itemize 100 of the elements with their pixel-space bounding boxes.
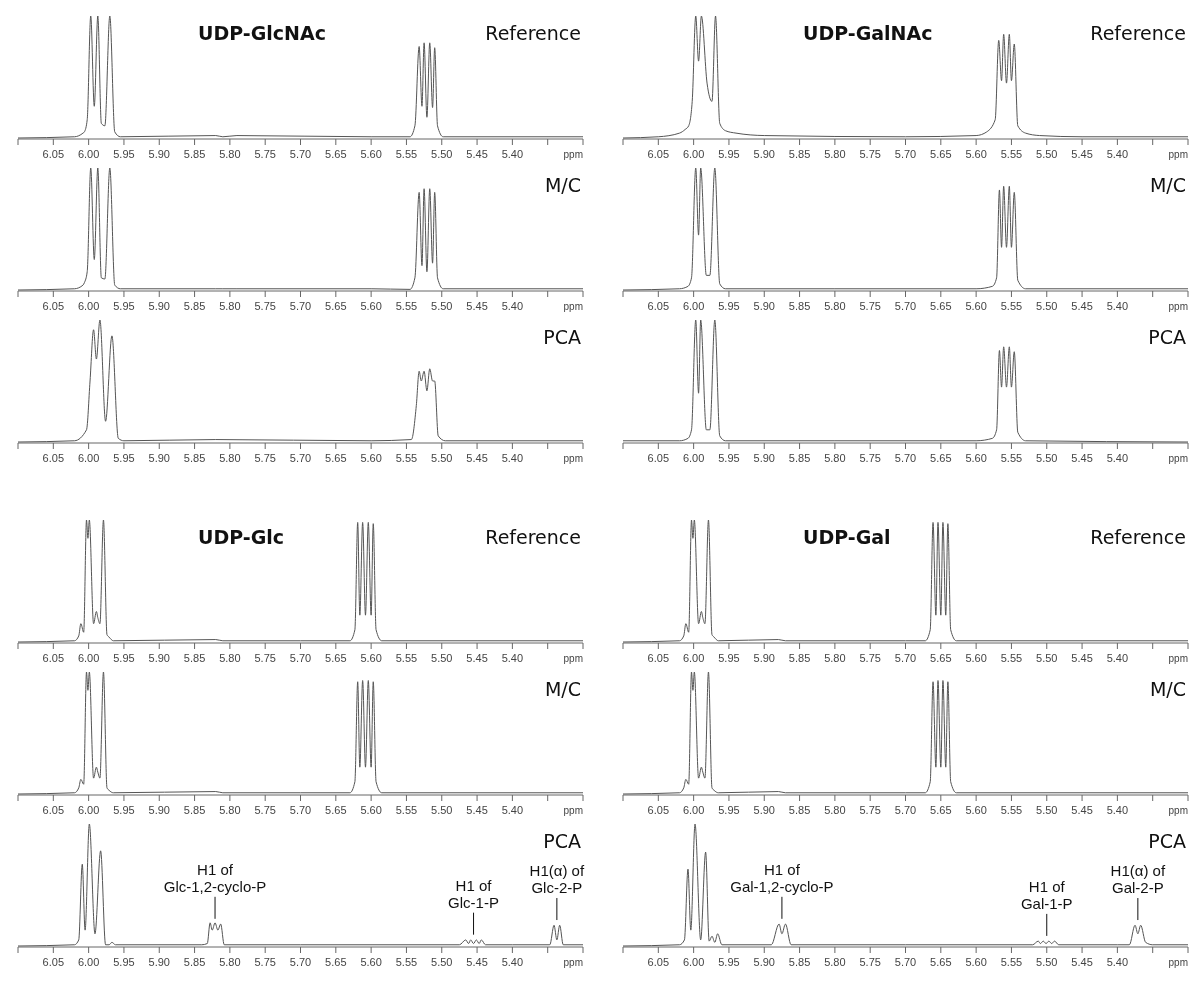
x-tick-label: 6.05 <box>42 300 65 312</box>
x-tick-label: 5.45 <box>1071 956 1093 968</box>
x-axis-title: ppm <box>1168 149 1188 160</box>
text: 5.40 <box>1106 300 1129 312</box>
x-tick-label: 5.95 <box>113 148 135 160</box>
text: 5.40 <box>1106 956 1129 968</box>
x-tick-label: 5.55 <box>395 300 418 312</box>
text: 5.60 <box>965 148 987 160</box>
text: 5.50 <box>1036 804 1058 816</box>
x-tick-label: 5.75 <box>254 804 276 816</box>
x-tick-label: 6.05 <box>647 148 670 160</box>
text: 5.50 <box>1036 652 1058 664</box>
x-axis-title: ppm <box>1168 653 1188 664</box>
x-tick-label: 5.65 <box>930 956 952 968</box>
x-tick-label: 5.65 <box>930 300 952 312</box>
x-tick-label: 5.45 <box>1071 300 1093 312</box>
text: 5.90 <box>148 148 170 160</box>
x-tick-label: 5.65 <box>325 148 347 160</box>
x-tick-label: 5.45 <box>466 300 488 312</box>
text: 6.00 <box>682 652 705 664</box>
x-tick-label: 5.95 <box>718 148 740 160</box>
x-tick-label: 5.65 <box>325 804 347 816</box>
text: 5.80 <box>824 300 846 312</box>
text: 5.90 <box>753 804 775 816</box>
x-tick-label: 5.75 <box>254 452 276 464</box>
x-tick-label: 5.95 <box>718 652 740 664</box>
x-tick-label: 5.95 <box>113 300 135 312</box>
text: 5.90 <box>753 652 775 664</box>
text: 6.00 <box>682 804 705 816</box>
x-tick-label: 5.65 <box>930 652 952 664</box>
x-tick-label: 5.75 <box>859 804 881 816</box>
x-tick-label: 5.75 <box>254 300 276 312</box>
text: 5.70 <box>289 452 312 464</box>
text: 5.70 <box>894 804 917 816</box>
chart-subtitle: UDP-GalNAc <box>803 22 933 44</box>
x-tick-label: 5.75 <box>254 956 276 968</box>
x-tick-label: 5.85 <box>788 652 811 664</box>
x-tick-label: 5.65 <box>930 148 952 160</box>
x-tick-label: 5.45 <box>466 452 488 464</box>
chart-title: PCA <box>1148 830 1186 852</box>
chart-subtitle: UDP-Glc <box>198 526 285 548</box>
x-tick-label: 5.55 <box>1000 452 1023 464</box>
x-tick-label: 5.85 <box>788 452 811 464</box>
x-tick-label: 5.55 <box>1000 804 1023 816</box>
x-tick-label: 5.95 <box>113 652 135 664</box>
text: 5.40 <box>1106 804 1129 816</box>
text: 5.60 <box>360 804 382 816</box>
x-tick-label: 5.85 <box>183 452 206 464</box>
x-tick-label: 6.05 <box>647 804 670 816</box>
x-tick-label: 5.85 <box>788 956 811 968</box>
x-tick-label: 5.95 <box>113 804 135 816</box>
text: 5.80 <box>219 300 241 312</box>
text: 5.70 <box>289 956 312 968</box>
text: 5.60 <box>360 652 382 664</box>
x-axis-title: ppm <box>1168 805 1188 816</box>
x-tick-label: 5.75 <box>859 452 881 464</box>
text: 5.60 <box>965 652 987 664</box>
x-tick-label: 5.85 <box>183 804 206 816</box>
text: 5.90 <box>753 300 775 312</box>
chart-title: PCA <box>543 326 581 348</box>
text: 5.70 <box>894 452 917 464</box>
text: 6.00 <box>77 452 100 464</box>
text: 5.80 <box>824 452 846 464</box>
text: 5.70 <box>289 804 312 816</box>
chart-title: M/C <box>1149 678 1186 700</box>
text: 5.40 <box>501 652 524 664</box>
text: 5.90 <box>148 652 170 664</box>
text: 5.80 <box>219 956 241 968</box>
text: 5.90 <box>753 956 775 968</box>
annotation: H1 of Gal-1-P <box>1020 877 1073 912</box>
x-tick-label: 5.65 <box>325 452 347 464</box>
x-tick-label: 5.75 <box>254 148 276 160</box>
x-tick-label: 5.85 <box>183 300 206 312</box>
text: 6.00 <box>682 956 705 968</box>
x-tick-label: 5.45 <box>466 652 488 664</box>
x-axis-title: ppm <box>563 301 583 312</box>
x-tick-label: 5.75 <box>859 300 881 312</box>
x-tick-label: 5.85 <box>788 300 811 312</box>
x-axis-title: ppm <box>1168 957 1188 968</box>
x-tick-label: 5.75 <box>859 652 881 664</box>
x-tick-label: 5.85 <box>183 956 206 968</box>
x-tick-label: 5.45 <box>466 148 488 160</box>
x-tick-label: 5.55 <box>395 452 418 464</box>
chart-title: M/C <box>544 678 581 700</box>
x-axis-title: ppm <box>563 453 583 464</box>
text: 5.50 <box>431 804 453 816</box>
chart-title: Reference <box>1090 22 1186 44</box>
x-tick-label: 5.65 <box>930 452 952 464</box>
text: 5.50 <box>431 956 453 968</box>
x-axis-title: ppm <box>563 653 583 664</box>
text: 6.00 <box>77 148 100 160</box>
text: 5.80 <box>219 652 241 664</box>
x-tick-label: 5.75 <box>859 148 881 160</box>
chart-title: Reference <box>485 22 581 44</box>
text: 5.60 <box>965 452 987 464</box>
x-tick-label: 6.05 <box>42 148 65 160</box>
text: 5.50 <box>1036 956 1058 968</box>
text: 5.60 <box>360 148 382 160</box>
text: 6.00 <box>77 652 100 664</box>
text: 5.70 <box>894 652 917 664</box>
